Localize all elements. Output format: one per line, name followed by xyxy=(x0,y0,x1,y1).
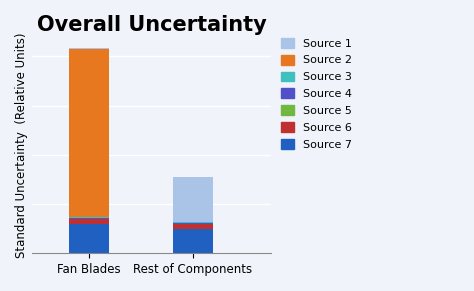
Legend: Source 1, Source 2, Source 3, Source 4, Source 5, Source 6, Source 7: Source 1, Source 2, Source 3, Source 4, … xyxy=(281,38,352,150)
Bar xyxy=(70,49,109,217)
Title: Overall Uncertainty: Overall Uncertainty xyxy=(36,15,266,35)
Bar xyxy=(70,219,109,224)
Bar xyxy=(173,178,212,222)
Bar xyxy=(173,223,212,224)
Bar xyxy=(70,48,109,49)
Bar xyxy=(173,229,212,253)
Bar xyxy=(70,224,109,253)
Bar xyxy=(173,224,212,229)
Bar xyxy=(70,218,109,219)
Y-axis label: Standard Uncertainty  (Relative Units): Standard Uncertainty (Relative Units) xyxy=(15,32,28,258)
Bar xyxy=(173,222,212,223)
Bar xyxy=(70,217,109,218)
